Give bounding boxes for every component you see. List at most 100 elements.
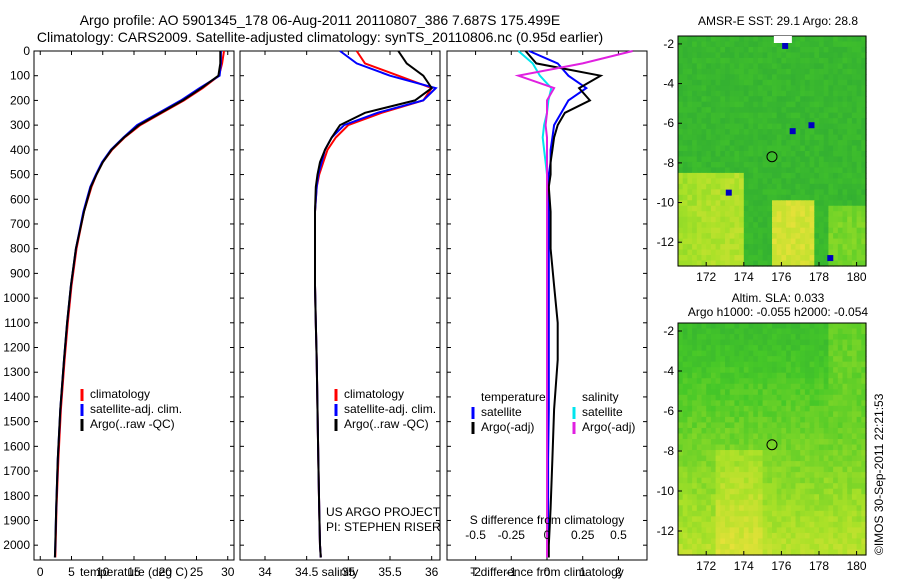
sla-map-cell [804,510,811,517]
sla-map-cell [781,367,787,374]
sst-map-cell [795,129,801,136]
sla-map-cell [861,450,867,457]
sst-map-cell [776,233,782,240]
sst-map-cell [856,36,862,43]
sla-map-cell [743,543,750,551]
sst-map-cell [743,134,750,141]
sla-map-cell [748,499,754,506]
sla-map-cell [743,444,750,451]
sla-map-cell [687,505,693,512]
sla-map-cell [786,527,792,534]
depth-tick-label: 200 [10,93,30,107]
sla-map-cell [682,521,688,528]
sst-map-cell [790,140,797,147]
sst-map-cell [823,41,829,48]
sst-map-cell [710,216,717,223]
sst-map-cell [739,244,745,251]
sla-map-cell [837,383,844,390]
sla-map-cell [837,411,844,418]
sla-map-cell [790,367,797,374]
sla-map-cell [757,444,764,451]
sst-map-xtick-label: 176 [771,270,791,284]
sla-map-cell [715,466,721,473]
sst-map-cell [734,172,740,179]
sla-map-cell [762,499,768,506]
sla-map-cell [819,422,825,429]
sst-map-cell [757,74,764,81]
sst-map-cell [837,36,844,43]
sst-map-cell [819,140,825,147]
sla-map-cell [710,400,717,407]
sla-map-cell [710,383,717,390]
sst-map-cell [710,107,717,114]
sst-map-cell [767,112,773,119]
sla-map-cell [687,538,693,545]
sla-map-cell [678,510,684,517]
sla-map-cell [729,455,735,462]
sst-map-cell [696,216,703,223]
sla-map-cell [696,433,703,440]
sst-map-cell [861,189,867,196]
sla-map-cell [678,389,684,396]
sst-map-cell [772,145,778,152]
sla-map-cell [720,472,726,479]
sla-map-cell [682,422,688,429]
sst-map-cell [678,167,684,174]
sla-map-cell [743,532,750,540]
sst-map-cell [823,129,829,136]
sst-map-cell [734,36,740,43]
sla-map-cell [809,378,815,385]
sla-map-cell [781,383,787,390]
sla-map-cell [833,488,839,495]
sla-map-cell [739,494,745,501]
sst-map-cell [809,41,815,48]
sst-map-cell [687,194,693,201]
sla-map-cell [753,339,759,346]
sst-map-cell [725,233,731,240]
sst-map-cell [842,134,848,141]
sst-map-cell [814,260,820,267]
sst-map-cell [828,216,834,223]
sst-map-cell [739,57,745,64]
sst-map-cell [710,68,717,75]
sla-map-cell [710,416,717,424]
sla-map-cell [861,361,867,368]
sla-map-cell [795,334,801,341]
sst-map-cell [772,85,778,92]
sla-map-cell [748,367,754,374]
sst-map-cell [715,227,721,234]
sst-map-cell [800,140,806,147]
sla-map-cell [767,411,773,418]
sla-map-cell [800,361,806,368]
sst-map-cell [800,233,806,240]
sst-map-cell [687,161,693,169]
sla-map-cell [743,538,750,545]
sst-map-cell [687,46,693,54]
sla-map-cell [715,405,721,412]
sla-map-cell [776,383,782,390]
sst-map-cell [720,156,726,163]
sst-map-cell [814,222,820,229]
sst-map-cell [856,79,862,86]
sla-map-cell [819,367,825,374]
sla-map-cell [842,483,848,490]
sst-map-cell [795,178,801,185]
sst-map-cell [819,194,825,201]
sst-map-cell [743,90,750,97]
sla-map-cell [809,439,815,446]
sst-map-cell [739,172,745,179]
sla-map-cell [842,505,848,512]
sst-map-cell [781,96,787,103]
sst-map-cell [753,123,759,130]
sla-map-cell [804,427,811,435]
sla-map-cell [772,367,778,374]
sst-map-cell [804,112,811,119]
sst-map-cell [804,41,811,48]
sst-map-cell [678,134,684,141]
sla-map-cell [696,510,703,517]
sst-map-cell [776,167,782,174]
sst-map-cell [729,57,735,64]
sla-map-cell [710,405,717,412]
sst-map-cell [739,79,745,86]
sla-map-cell [776,422,782,429]
